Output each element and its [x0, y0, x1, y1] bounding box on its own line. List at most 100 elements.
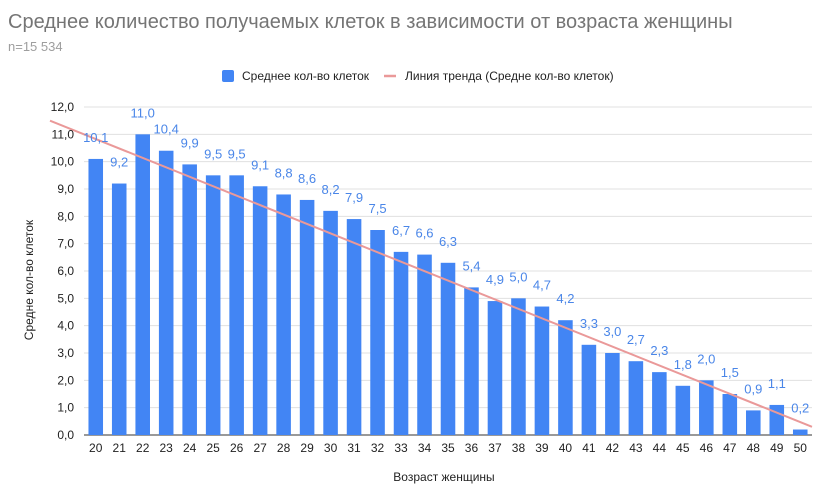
bar	[792, 429, 808, 435]
x-tick-label: 27	[253, 441, 267, 455]
bar	[252, 186, 268, 435]
bar-data-label: 5,4	[462, 258, 480, 273]
bar	[135, 134, 150, 436]
bar	[111, 183, 127, 435]
y-tick-label: 2,0	[57, 373, 74, 387]
x-tick-label: 42	[606, 441, 620, 455]
bar-data-label: 9,5	[228, 146, 246, 161]
legend-label-trend: Линия тренда (Средне кол-во клеток)	[405, 69, 614, 83]
x-tick-label: 36	[465, 441, 479, 455]
x-tick-label: 37	[488, 441, 502, 455]
legend-swatch-bars	[222, 70, 234, 82]
y-tick-label: 3,0	[57, 346, 74, 360]
bar	[205, 175, 221, 436]
bar-data-label: 9,9	[181, 135, 199, 150]
bar-data-label: 4,7	[533, 278, 551, 293]
bar-data-label: 4,2	[556, 291, 574, 306]
bar-data-label: 9,1	[251, 157, 269, 172]
bar	[276, 194, 291, 435]
x-tick-label: 34	[418, 441, 432, 455]
x-axis-title: Возраст женщины	[393, 470, 494, 484]
bar	[229, 175, 244, 436]
legend-label-bars: Среднее кол-во клеток	[242, 69, 370, 83]
bar-data-label: 1,1	[768, 376, 786, 391]
y-tick-label: 12,0	[51, 100, 75, 114]
trendline-layer	[49, 119, 813, 428]
y-tick-label: 9,0	[57, 182, 74, 196]
bar	[323, 210, 338, 435]
bar-data-label: 0,9	[744, 381, 762, 396]
chart-title: Среднее количество получаемых клеток в з…	[8, 11, 733, 33]
bar-data-label: 9,5	[204, 146, 222, 161]
x-tick-label: 38	[512, 441, 526, 455]
bar	[487, 301, 503, 435]
bar-data-label: 2,0	[697, 351, 715, 366]
bar	[675, 385, 691, 435]
legend: Среднее кол-во клеток Линия тренда (Сред…	[222, 69, 614, 83]
x-tick-label: 33	[394, 441, 408, 455]
x-tick-label: 30	[324, 441, 338, 455]
chart-subtitle: n=15 534	[8, 39, 63, 54]
bar	[370, 230, 385, 435]
y-tick-label: 0,0	[57, 428, 74, 442]
bar	[464, 287, 479, 435]
bar-data-label: 0,2	[791, 401, 809, 416]
bar-data-label: 7,9	[345, 190, 363, 205]
y-axis-ticks: 0,0 1,0 2,0 3,0 4,0 5,0 6,0 7,0 8,0 9,0 10,0 11,0 12…	[51, 100, 75, 442]
x-tick-label: 35	[441, 441, 455, 455]
bar	[746, 410, 761, 435]
bar-data-label: 10,4	[154, 122, 179, 137]
bar	[88, 158, 104, 435]
bar-data-label: 1,5	[721, 365, 739, 380]
x-tick-label: 49	[770, 441, 784, 455]
x-tick-label: 24	[183, 441, 197, 455]
x-tick-label: 25	[206, 441, 220, 455]
bars	[88, 134, 808, 436]
x-tick-label: 47	[723, 441, 737, 455]
x-tick-label: 20	[89, 441, 103, 455]
x-tick-label: 50	[794, 441, 808, 455]
bar	[769, 404, 785, 435]
bar	[534, 306, 550, 435]
x-tick-label: 41	[582, 441, 596, 455]
bar-data-label: 4,9	[486, 272, 504, 287]
bar	[182, 164, 197, 435]
bar-data-label: 8,2	[322, 182, 340, 197]
y-tick-label: 4,0	[57, 319, 74, 333]
bar	[346, 219, 362, 435]
x-tick-label: 26	[230, 441, 244, 455]
bar	[158, 150, 174, 435]
bar-data-label: 1,8	[674, 357, 692, 372]
bar-data-label: 7,5	[369, 201, 387, 216]
x-tick-label: 23	[160, 441, 174, 455]
bar	[440, 262, 456, 435]
bar-data-label: 6,3	[439, 234, 457, 249]
bar	[722, 394, 738, 435]
x-tick-label: 32	[371, 441, 385, 455]
bar-data-label: 2,3	[650, 343, 668, 358]
bar-data-label: 3,0	[603, 324, 621, 339]
bar-data-label: 3,3	[580, 316, 598, 331]
bar-data-label: 6,7	[392, 223, 410, 238]
x-tick-label: 21	[113, 441, 127, 455]
bar-data-label: 5,0	[509, 269, 527, 284]
x-tick-label: 45	[676, 441, 690, 455]
x-tick-label: 31	[347, 441, 361, 455]
bar-data-label: 9,2	[110, 155, 128, 170]
y-tick-label: 10,0	[51, 155, 75, 169]
x-axis-ticks: 20 21 22 23 24 25 26 27 28 29 30 31 32 33 34 35 36 37 38 39…	[89, 441, 807, 455]
bar-data-label: 2,7	[627, 332, 645, 347]
y-tick-label: 1,0	[57, 401, 74, 415]
bar	[581, 344, 597, 435]
x-tick-label: 46	[700, 441, 714, 455]
y-tick-label: 7,0	[57, 237, 74, 251]
x-tick-label: 39	[535, 441, 549, 455]
x-tick-label: 43	[629, 441, 643, 455]
y-tick-label: 6,0	[57, 264, 74, 278]
bar-data-label: 8,6	[298, 171, 316, 186]
bar	[393, 251, 409, 435]
x-tick-label: 28	[277, 441, 291, 455]
y-tick-label: 5,0	[57, 291, 74, 305]
bar	[511, 298, 526, 435]
y-tick-label: 11,0	[52, 127, 75, 141]
